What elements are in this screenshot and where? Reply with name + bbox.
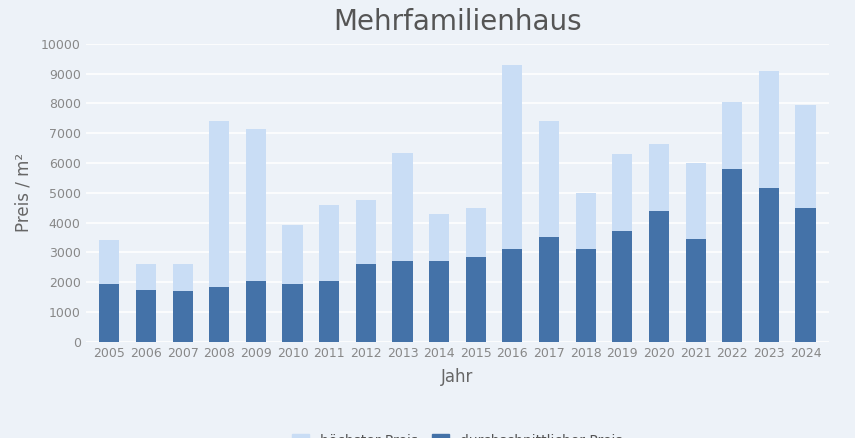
Bar [575, 193, 596, 342]
Bar [722, 169, 742, 342]
Bar [539, 121, 559, 342]
Bar [759, 188, 779, 342]
Bar [173, 264, 192, 342]
X-axis label: Jahr: Jahr [441, 368, 474, 386]
Bar [686, 239, 705, 342]
Bar [503, 65, 522, 342]
Bar [429, 261, 449, 342]
Bar [356, 200, 376, 342]
Bar [282, 226, 303, 342]
Bar [136, 290, 156, 342]
Y-axis label: Preis / m²: Preis / m² [15, 153, 32, 232]
Title: Mehrfamilienhaus: Mehrfamilienhaus [333, 8, 581, 36]
Bar [209, 121, 229, 342]
Bar [795, 208, 816, 342]
Bar [356, 264, 376, 342]
Bar [759, 71, 779, 342]
Bar [173, 291, 192, 342]
Bar [539, 237, 559, 342]
Bar [99, 240, 120, 342]
Bar [319, 281, 339, 342]
Bar [466, 257, 486, 342]
Bar [99, 283, 120, 342]
Legend: höchster Preis, durchschnittlicher Preis: höchster Preis, durchschnittlicher Preis [292, 434, 622, 438]
Bar [612, 154, 633, 342]
Bar [209, 286, 229, 342]
Bar [503, 249, 522, 342]
Bar [136, 264, 156, 342]
Bar [575, 249, 596, 342]
Bar [429, 214, 449, 342]
Bar [649, 211, 669, 342]
Bar [392, 152, 413, 342]
Bar [392, 261, 413, 342]
Bar [319, 205, 339, 342]
Bar [612, 231, 633, 342]
Bar [466, 208, 486, 342]
Bar [722, 102, 742, 342]
Bar [649, 144, 669, 342]
Bar [246, 281, 266, 342]
Bar [686, 163, 705, 342]
Bar [795, 105, 816, 342]
Bar [246, 129, 266, 342]
Bar [282, 283, 303, 342]
